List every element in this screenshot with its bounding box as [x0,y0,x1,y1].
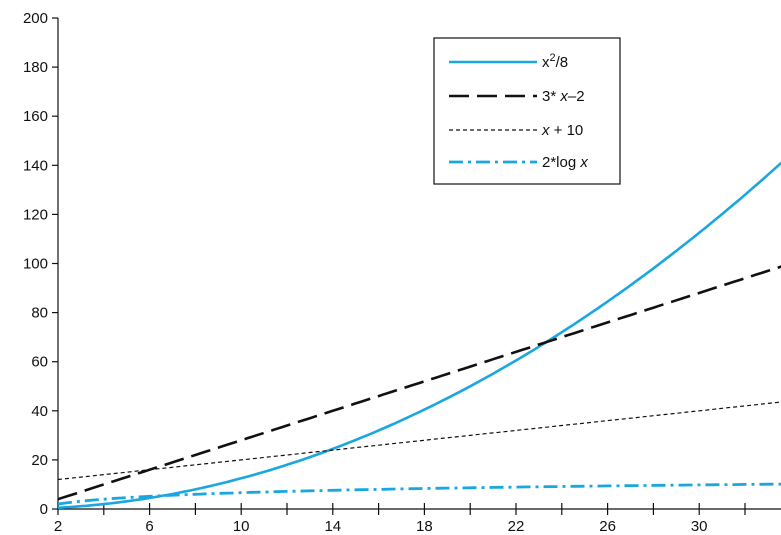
y-tick-label: 60 [31,354,48,371]
legend-label: x2/8 [542,52,568,71]
legend-label-sup: 2 [550,52,556,64]
series-2-log-x [58,482,781,506]
series-layer [58,161,781,509]
legend-label-italic: x [541,122,550,139]
y-tick-label: 140 [23,157,48,174]
legend: x2/83* x–2x + 102*log x [433,37,621,185]
y-tick-label: 160 [23,108,48,125]
y-tick-label: 120 [23,206,48,223]
x-tick-label: 22 [508,518,525,535]
y-tick-label: 20 [31,452,48,469]
y-tick-label: 100 [23,256,48,273]
legend-label-part: x [542,54,550,71]
legend-label-italic: x [559,88,568,105]
series-x-plus-10 [58,401,781,481]
legend-label-part: /8 [556,54,569,71]
legend-label: 2*log x [542,154,588,171]
x-tick-label: 18 [416,518,433,535]
legend-label-part: –2 [568,88,585,105]
y-tick-label: 80 [31,305,48,322]
series-3x-minus-2 [58,265,781,501]
x-tick-label: 10 [233,518,250,535]
x-tick-label: 26 [599,518,616,535]
y-tick-label: 40 [31,403,48,420]
series-x-squared-over-8 [58,161,781,509]
x-tick-label: 2 [54,518,62,535]
x-tick-label: 14 [324,518,341,535]
x-tick-label: 6 [145,518,153,535]
legend-label: 3* x–2 [542,88,585,105]
legend-label-part: 3* [542,88,560,105]
legend-label-part: 2*log [542,154,580,171]
y-tick-label: 200 [23,10,48,27]
legend-label-part: + 10 [550,122,584,139]
x-tick-label: 30 [691,518,708,535]
legend-label-italic: x [579,154,588,171]
legend-label: x + 10 [541,122,583,139]
y-tick-label: 0 [40,501,48,518]
y-tick-label: 180 [23,59,48,76]
